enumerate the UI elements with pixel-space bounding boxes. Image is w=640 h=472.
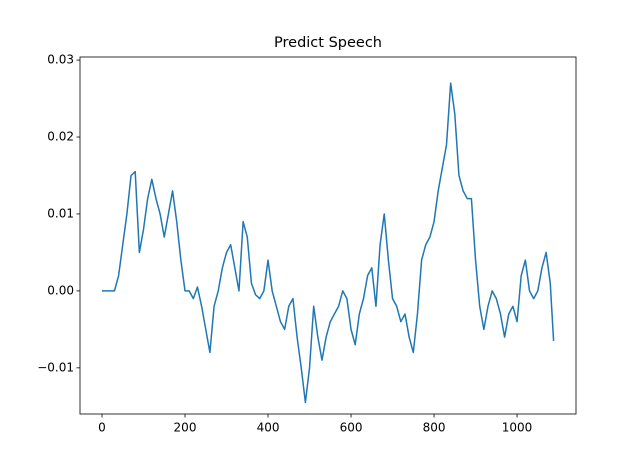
x-tick-label: 600 — [340, 421, 363, 435]
x-tick-label: 0 — [98, 421, 106, 435]
x-tick-label: 800 — [423, 421, 446, 435]
plot-frame — [79, 56, 577, 415]
chart-title: Predict Speech — [274, 35, 382, 51]
data-line — [102, 82, 555, 404]
y-tick-label: 0.03 — [47, 53, 74, 67]
y-tick-label: 0.02 — [47, 130, 74, 144]
y-tick-label: 0.00 — [47, 283, 74, 297]
y-tick-label: −0.01 — [37, 360, 74, 374]
x-tick-label: 400 — [257, 421, 280, 435]
x-tick-label: 200 — [174, 421, 197, 435]
y-tick-label: 0.01 — [47, 206, 74, 220]
x-tick-label: 1000 — [502, 421, 533, 435]
